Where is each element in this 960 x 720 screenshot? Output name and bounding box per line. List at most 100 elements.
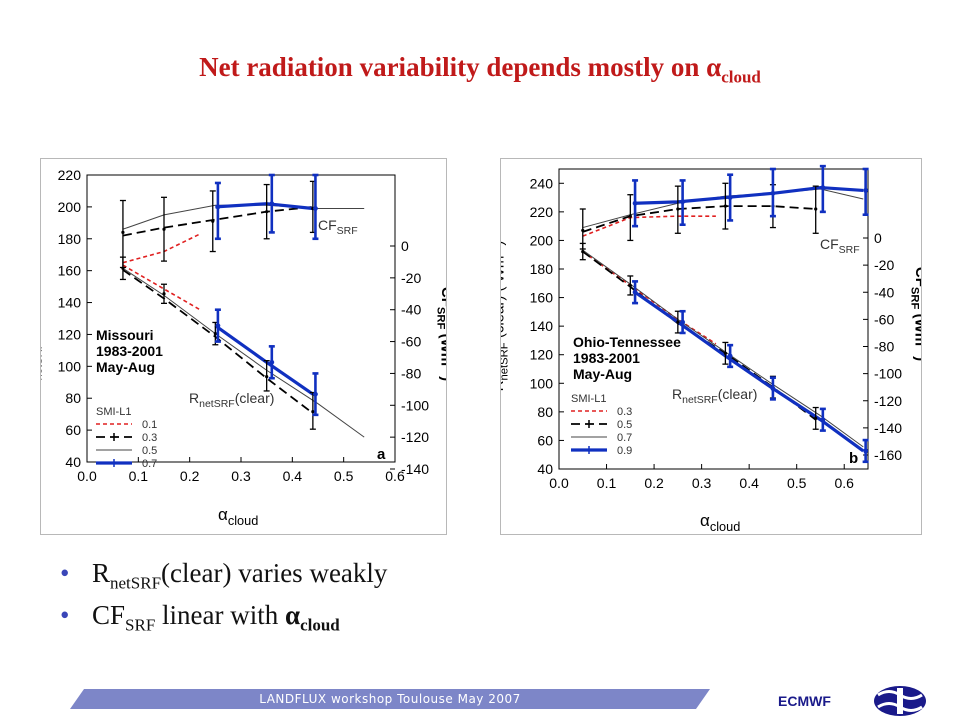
x-tick-label: 0.2 — [180, 468, 200, 484]
y-right-label-text: CFSRF (Wm-2) — [909, 267, 922, 361]
bullet-list: • RnetSRF(clear) varies weakly • CFSRF lin… — [60, 552, 387, 636]
legend-entry-label: 0.5 — [617, 419, 632, 431]
y-right-label-text: CFSRF (Wm-2) — [435, 287, 447, 381]
y-left-tick-label: 240 — [530, 175, 554, 191]
bullet-1-rest: (clear) varies weakly — [161, 558, 388, 588]
y-left-tick-label: 120 — [58, 326, 82, 342]
y-right-tick-label: -20 — [874, 257, 894, 273]
x-tick-label: 0.4 — [739, 475, 759, 491]
bullet-item-rnet: • RnetSRF(clear) varies weakly — [60, 552, 387, 594]
y-right-tick-label: -140 — [874, 420, 902, 436]
y-right-tick-label: -80 — [401, 365, 421, 381]
legend-title: SMI-L1 — [96, 406, 131, 418]
chart-a-svg: 40 60 80 100 120 140 160 180 200 220 0 -20 -40 -60 -80… — [22, 167, 458, 528]
error-bar-point — [628, 283, 632, 288]
y-left-axis-label: RnetSRF (clear) ( Wm-2) — [488, 241, 511, 392]
error-bar-point — [581, 228, 585, 233]
bullet-2-sub: SRF — [125, 615, 156, 635]
region-label: 1983-2001 — [573, 350, 640, 366]
error-bar-point — [121, 266, 125, 270]
legend-entry-label: 0.3 — [617, 406, 632, 418]
y-left-label-text: RnetSRF (clear) ( Wm-2) — [501, 241, 511, 392]
x-tick-label: 0.3 — [231, 468, 251, 484]
chart-panel-b: 40 60 80 100 120 140 160 180 200 220 240 0 -20 -40 -60… — [488, 158, 932, 535]
org-name: ECMWF — [778, 693, 831, 709]
series-line-0.9-cf — [634, 290, 865, 453]
footer-bar-shape — [70, 689, 710, 709]
y-right-tick-label: -40 — [874, 284, 894, 300]
cf-annotation: CFSRF — [318, 217, 358, 237]
y-right-tick-label: -20 — [401, 270, 421, 286]
error-bar-point — [311, 410, 315, 414]
y-left-tick-label: 160 — [530, 290, 554, 306]
error-bar-point — [770, 190, 776, 196]
y-left-tick-label: 60 — [65, 422, 81, 438]
y-right-tick-label: 0 — [401, 238, 409, 254]
y-left-tick-label: 40 — [537, 461, 553, 477]
y-left-tick-label: 40 — [65, 454, 81, 470]
error-bar-point — [723, 204, 727, 208]
y-left-tick-label: 120 — [530, 347, 554, 363]
y-right-tick-label: -40 — [401, 302, 421, 318]
series-line-0.5-rnet — [582, 205, 816, 233]
x-tick-label: 0.1 — [129, 468, 149, 484]
series-line-0.7-cf — [214, 324, 314, 396]
region-label: 1983-2001 — [96, 343, 163, 359]
error-bar-point — [211, 219, 215, 223]
error-bar-point — [814, 416, 818, 420]
cf-annotation: CFSRF — [820, 236, 860, 256]
plot-frame — [86, 174, 396, 463]
x-axis-label: αcloud — [218, 505, 258, 528]
chart-panel-a: 40 60 80 100 120 140 160 180 200 220 0 -20 -40 -60 -80… — [22, 158, 458, 535]
x-tick-label: 0.0 — [549, 475, 569, 491]
y-right-tick-label: -120 — [874, 393, 902, 409]
bullet-2-mid: linear with — [155, 600, 285, 630]
y-left-axis-label: RnetSRF (clear) ( Wm-2) — [22, 241, 45, 392]
series-line-0.7-rnet — [215, 202, 314, 211]
y-left-tick-label: 200 — [58, 199, 82, 215]
legend-entry-label: 0.5 — [142, 445, 157, 457]
error-bar-point — [680, 319, 685, 325]
error-bar-point — [313, 206, 318, 211]
y-left-label-text: RnetSRF (clear) ( Wm-2) — [41, 241, 45, 392]
y-right-tick-label: -140 — [401, 461, 429, 477]
x-tick-label: 0.6 — [834, 475, 854, 491]
x-tick-label: 0.4 — [283, 468, 303, 484]
y-right-axis-label: CFSRF (Wm-2) — [435, 287, 458, 381]
error-bar-point — [727, 353, 733, 359]
chart-b-svg: 40 60 80 100 120 140 160 180 200 220 240 0 -20 -40 -60… — [488, 164, 932, 534]
legend-entry-label: 0.7 — [142, 458, 157, 470]
error-bar-point — [770, 386, 776, 391]
region-label: May-Aug — [573, 366, 632, 382]
y-left-tick-label: 140 — [58, 295, 82, 311]
y-right-tick-label: -100 — [874, 366, 902, 382]
x-tick-label: 0.6 — [385, 468, 405, 484]
y-left-tick-label: 80 — [537, 404, 553, 420]
error-bar-point — [676, 320, 680, 324]
legend-entry-label: 0.7 — [617, 432, 632, 444]
bullet-dot-icon: • — [60, 600, 70, 630]
y-left-tick-label: 180 — [58, 231, 82, 247]
x-axis-label: αcloud — [700, 511, 740, 534]
title-text: Net radiation variability depends mostly… — [199, 52, 722, 82]
error-bar-point — [213, 332, 217, 336]
error-bar-point — [814, 207, 818, 211]
error-bar-point — [628, 214, 632, 218]
error-bar-point — [162, 227, 166, 231]
x-tick-label: 0.3 — [692, 475, 712, 491]
y-left-tick-label: 200 — [530, 232, 554, 248]
y-left-tick-label: 100 — [58, 358, 82, 374]
y-right-tick-label: -60 — [874, 311, 894, 327]
y-right-axis-label: CFSRF (Wm-2) — [909, 267, 932, 361]
y-right-tick-label: -100 — [401, 397, 429, 413]
region-label: May-Aug — [96, 359, 155, 375]
y-right-tick-label: 0 — [874, 230, 882, 246]
bullet-1-sub: netSRF — [110, 573, 162, 593]
rnet-annotation: RnetSRF(clear) — [189, 390, 274, 410]
error-bar-point — [215, 323, 221, 329]
error-bar-point — [863, 188, 869, 193]
error-bar-point — [632, 200, 638, 206]
footer-bar — [70, 689, 710, 709]
error-bar-point — [215, 204, 221, 210]
error-bar-point — [121, 230, 125, 234]
